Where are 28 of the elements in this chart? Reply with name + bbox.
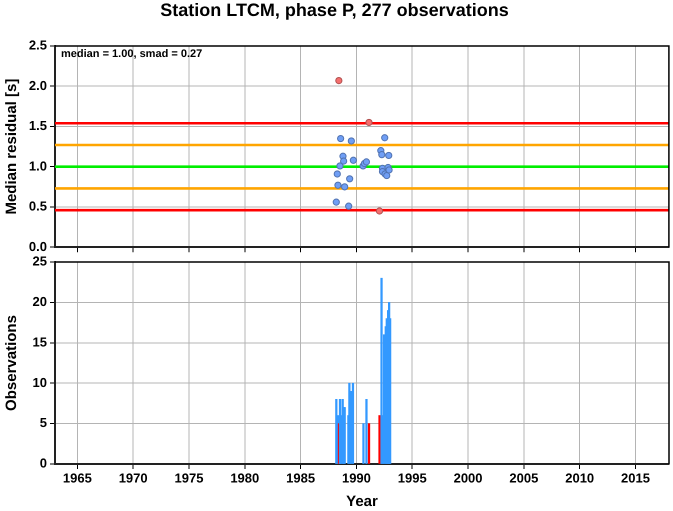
y-tick-label: 0.0 (28, 238, 47, 254)
y-tick-label: 2.0 (28, 78, 47, 93)
x-tick-label: 1965 (62, 470, 92, 486)
x-tick-label: 1995 (398, 470, 427, 486)
x-axis-title: Year (346, 493, 378, 510)
y-axis-title: Median residual [s] (3, 78, 20, 215)
x-tick-label: 1975 (174, 470, 204, 486)
x-tick-label: 2010 (565, 470, 594, 486)
x-tick-label: 1990 (342, 470, 371, 486)
x-tick-label: 2000 (454, 470, 483, 486)
y-tick-label: 0 (40, 456, 47, 471)
y-tick-label: 1.0 (28, 158, 47, 174)
x-tick-label: 2015 (621, 470, 650, 486)
y-tick-label: 25 (32, 254, 47, 269)
y-axis-title: Observations (3, 315, 20, 411)
y-tick-label: 1.5 (28, 118, 47, 134)
x-tick-label: 1980 (230, 470, 260, 486)
y-tick-label: 15 (32, 334, 47, 350)
x-tick-label: 2005 (509, 470, 538, 486)
y-tick-label: 5 (40, 415, 47, 430)
chart-title: Station LTCM, phase P, 277 observations (160, 0, 509, 20)
annotation: median = 1.00, smad = 0.27 (61, 48, 202, 60)
x-tick-label: 1970 (118, 470, 148, 486)
y-tick-label: 2.5 (28, 38, 47, 53)
x-tick-label: 1985 (286, 470, 316, 486)
y-tick-label: 10 (32, 374, 47, 390)
y-tick-label: 20 (32, 294, 47, 309)
y-tick-label: 0.5 (28, 198, 47, 214)
